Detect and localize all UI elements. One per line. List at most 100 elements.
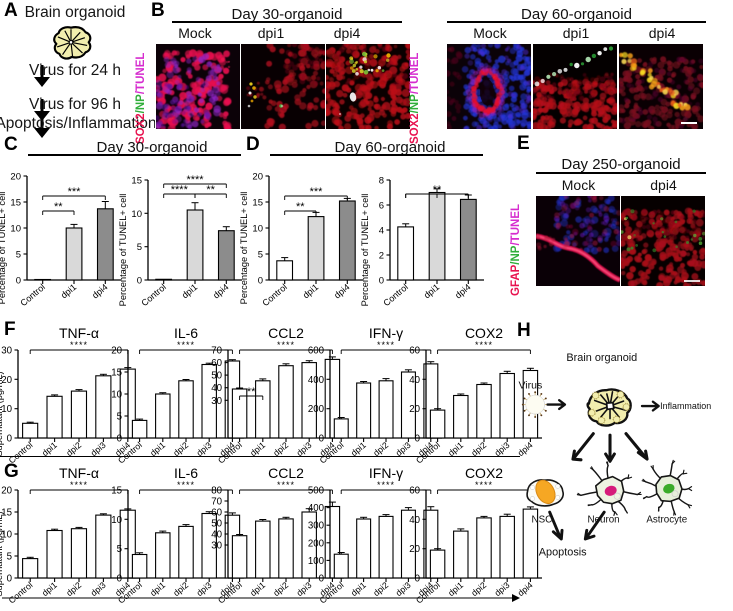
svg-text:COX2: COX2 xyxy=(465,325,503,341)
svg-text:dpi4: dpi4 xyxy=(211,282,230,301)
svg-text:****: **** xyxy=(177,340,195,350)
svg-text:****: **** xyxy=(171,184,189,196)
svg-text:Control: Control xyxy=(216,440,244,466)
svg-text:Percentage of TUNEL+ cell: Percentage of TUNEL+ cell xyxy=(360,194,370,307)
svg-text:****: **** xyxy=(475,340,493,350)
svg-text:****: **** xyxy=(277,340,295,350)
svg-text:40: 40 xyxy=(409,515,420,526)
svg-text:15: 15 xyxy=(252,198,263,209)
svg-text:Control: Control xyxy=(260,282,289,308)
svg-text:****: **** xyxy=(70,340,88,350)
svg-text:50: 50 xyxy=(211,371,222,382)
svg-text:COX2: COX2 xyxy=(465,465,503,481)
svg-text:dpi1: dpi1 xyxy=(59,282,78,301)
svg-text:30: 30 xyxy=(211,396,222,407)
svg-text:600: 600 xyxy=(308,346,325,357)
svg-text:****: **** xyxy=(277,480,295,490)
svg-text:5: 5 xyxy=(137,242,142,253)
svg-text:5: 5 xyxy=(16,250,21,261)
svg-text:Percentage of TUNEL+ cell: Percentage of TUNEL+ cell xyxy=(239,192,249,305)
svg-text:10: 10 xyxy=(10,224,21,235)
svg-text:20: 20 xyxy=(111,346,122,357)
svg-text:Percentage of TUNEL+ cell: Percentage of TUNEL+ cell xyxy=(118,194,128,307)
svg-text:100: 100 xyxy=(308,556,325,567)
svg-text:20: 20 xyxy=(1,486,12,497)
svg-text:60: 60 xyxy=(409,486,420,497)
svg-text:0: 0 xyxy=(415,434,421,445)
svg-text:0: 0 xyxy=(319,434,325,445)
svg-text:10: 10 xyxy=(111,390,122,401)
svg-text:**: ** xyxy=(433,184,442,196)
svg-text:0: 0 xyxy=(379,276,384,287)
svg-text:60: 60 xyxy=(211,358,222,369)
svg-text:0: 0 xyxy=(319,574,325,585)
svg-text:8: 8 xyxy=(379,176,384,187)
svg-text:0: 0 xyxy=(7,434,13,445)
svg-text:5: 5 xyxy=(117,544,122,555)
svg-text:15: 15 xyxy=(111,486,122,497)
svg-text:6: 6 xyxy=(379,201,384,212)
svg-text:****: **** xyxy=(70,480,88,490)
svg-text:Brain organoid: Brain organoid xyxy=(566,352,637,364)
svg-text:Inflammation: Inflammation xyxy=(660,401,711,411)
svg-text:15: 15 xyxy=(131,176,142,187)
svg-text:30: 30 xyxy=(211,541,222,552)
svg-text:5: 5 xyxy=(117,412,122,423)
svg-text:**: ** xyxy=(247,386,256,398)
svg-text:Supernatant (pg/mL): Supernatant (pg/mL) xyxy=(0,371,4,456)
svg-text:Neuron: Neuron xyxy=(587,514,619,525)
svg-text:dpi1: dpi1 xyxy=(301,282,320,301)
svg-text:20: 20 xyxy=(10,172,21,183)
svg-text:***: *** xyxy=(310,186,324,198)
svg-text:70: 70 xyxy=(211,497,222,508)
svg-text:300: 300 xyxy=(308,521,325,532)
svg-text:0: 0 xyxy=(415,574,421,585)
svg-text:IL-6: IL-6 xyxy=(174,465,198,481)
svg-text:50: 50 xyxy=(211,519,222,530)
svg-text:0: 0 xyxy=(7,574,13,585)
svg-text:400: 400 xyxy=(308,503,325,514)
svg-text:0: 0 xyxy=(137,276,142,287)
svg-text:TNF-α: TNF-α xyxy=(59,465,99,481)
svg-text:dpi4: dpi4 xyxy=(453,282,472,301)
svg-text:IL-6: IL-6 xyxy=(174,325,198,341)
svg-text:40: 40 xyxy=(211,530,222,541)
svg-text:20: 20 xyxy=(252,172,263,183)
svg-text:**: ** xyxy=(206,184,215,196)
svg-text:**: ** xyxy=(296,201,305,213)
svg-text:TNF-α: TNF-α xyxy=(59,325,99,341)
svg-text:Control: Control xyxy=(381,282,410,308)
svg-text:dpi4: dpi4 xyxy=(90,282,109,301)
svg-text:Supernatant (pg/mL): Supernatant (pg/mL) xyxy=(0,511,4,596)
svg-text:20: 20 xyxy=(409,404,420,415)
svg-text:5: 5 xyxy=(258,250,263,261)
svg-text:10: 10 xyxy=(111,515,122,526)
svg-text:70: 70 xyxy=(211,346,222,357)
svg-text:****: **** xyxy=(377,340,395,350)
svg-text:***: *** xyxy=(68,186,82,198)
svg-text:**: ** xyxy=(54,201,63,213)
svg-text:40: 40 xyxy=(211,383,222,394)
svg-text:40: 40 xyxy=(409,375,420,386)
svg-text:200: 200 xyxy=(308,404,325,415)
svg-text:500: 500 xyxy=(308,486,325,497)
svg-text:CCL2: CCL2 xyxy=(268,325,304,341)
svg-text:CCL2: CCL2 xyxy=(268,465,304,481)
svg-text:4: 4 xyxy=(379,226,384,237)
svg-text:Virus: Virus xyxy=(518,380,542,392)
svg-text:200: 200 xyxy=(308,538,325,549)
svg-text:dpi4: dpi4 xyxy=(332,282,351,301)
svg-text:NSC: NSC xyxy=(532,514,553,525)
svg-text:0: 0 xyxy=(117,434,123,445)
svg-text:dpi1: dpi1 xyxy=(422,282,441,301)
svg-text:****: **** xyxy=(186,174,204,186)
svg-text:dpi1: dpi1 xyxy=(180,282,199,301)
svg-text:Control: Control xyxy=(18,282,47,308)
svg-text:60: 60 xyxy=(409,346,420,357)
svg-text:0: 0 xyxy=(16,276,21,287)
svg-text:****: **** xyxy=(475,480,493,490)
svg-text:2: 2 xyxy=(379,251,384,262)
svg-text:400: 400 xyxy=(308,375,325,386)
svg-text:30: 30 xyxy=(1,346,12,357)
svg-text:Percentage of TUNEL+ cell: Percentage of TUNEL+ cell xyxy=(0,192,7,305)
